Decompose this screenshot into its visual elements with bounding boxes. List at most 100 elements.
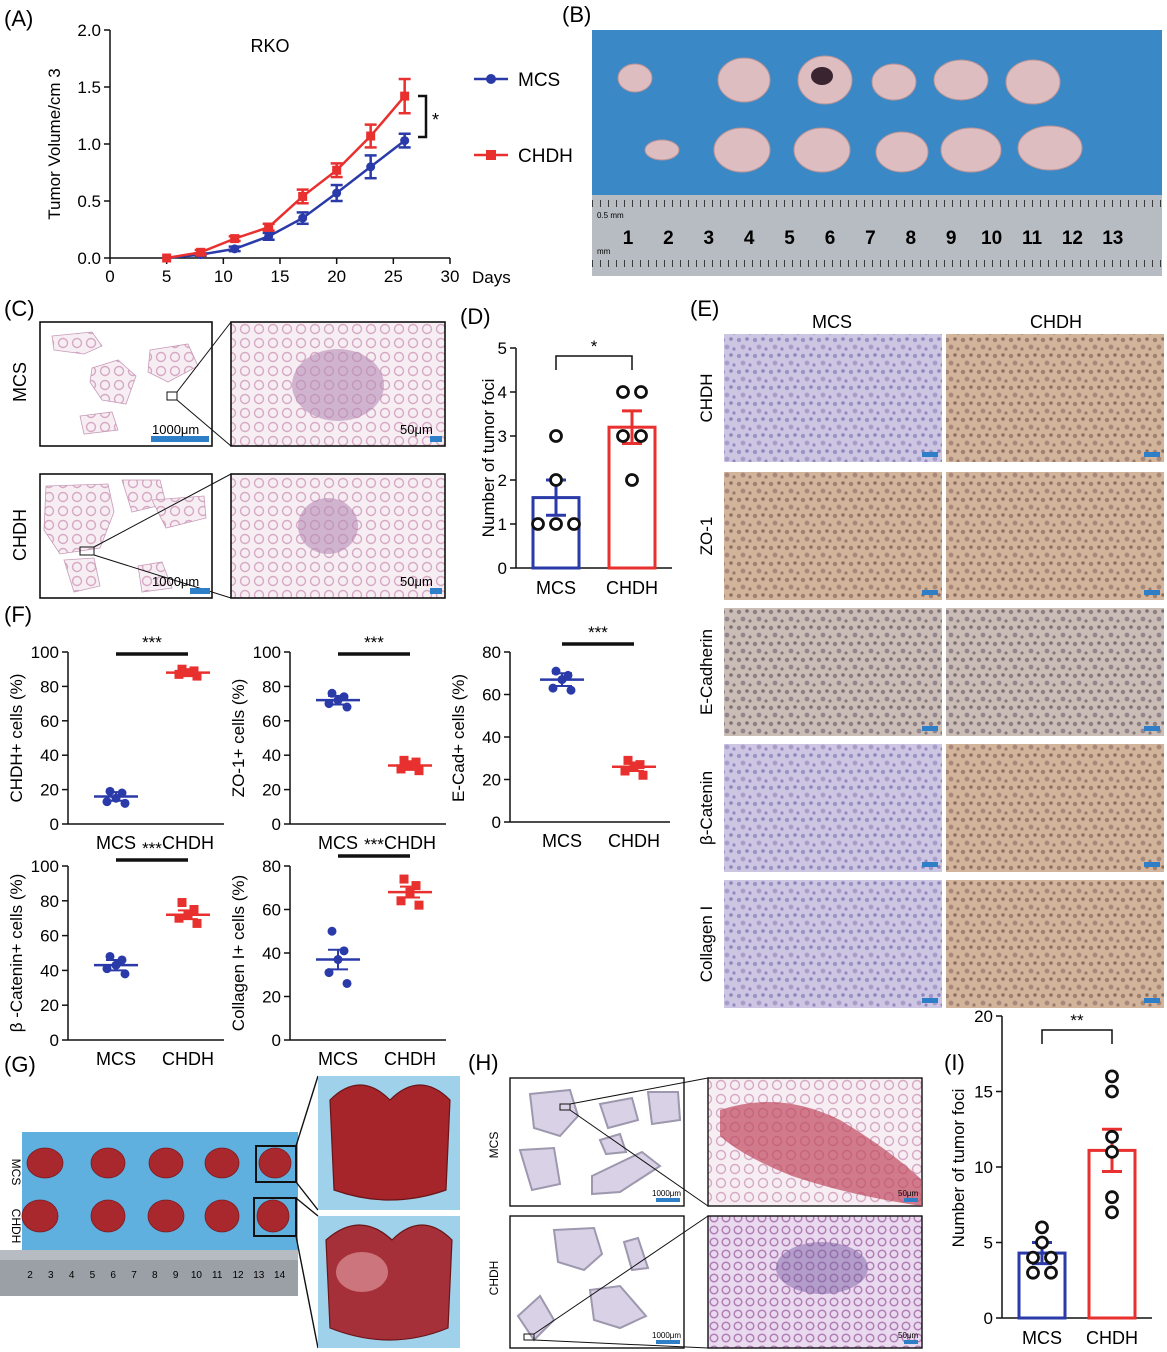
x-category-label: CHDH [384, 1049, 436, 1069]
scale-bar-label: 1000μm [652, 1189, 681, 1198]
y-tick-label: 60 [262, 901, 281, 920]
x-category-label: MCS [318, 1049, 358, 1069]
significance-label: * [591, 337, 598, 356]
scale-bar [922, 862, 938, 867]
x-tick-label: 0 [105, 267, 114, 286]
ruler-number: 14 [274, 1270, 286, 1281]
tumor-foci-bar-chart-i: 0 5 10 15 20 Number of tumor foci MCS CHDH ** [949, 1007, 1152, 1348]
y-tick-label: 20 [262, 781, 281, 800]
x-category-label: MCS [542, 831, 582, 851]
data-point-mcs [566, 685, 576, 695]
data-point [1105, 1129, 1119, 1144]
y-axis-label: Tumor Volume/cm 3 [45, 68, 64, 219]
data-point-chdh [623, 755, 633, 765]
data-point-mcs [339, 946, 349, 956]
data-point [1035, 1235, 1049, 1250]
ruler-number: 12 [1062, 228, 1083, 249]
y-tick-label: 5 [984, 1234, 993, 1253]
data-point-mcs [230, 244, 240, 254]
panel-label-f: (F) [4, 602, 32, 627]
scale-bar [1144, 862, 1160, 867]
x-category-label: MCS [96, 1049, 136, 1069]
chdh-cells-scatter: 0 20 40 60 80 100 CHDH+ cells (%) MCS CHDH *** [7, 633, 224, 853]
data-point-mcs [324, 699, 334, 709]
ihc-row-labels: CHDH ZO-1 E-Cadherin β-Catenin Collagen I [697, 373, 716, 982]
data-point [625, 473, 639, 487]
data-point-mcs [557, 675, 567, 685]
data-point-chdh [414, 766, 424, 776]
bar-chdh [1087, 1148, 1137, 1320]
row-label: β-Catenin [697, 771, 716, 845]
scale-bar-label: 50μm [400, 422, 433, 437]
legend-marker-mcs [486, 74, 496, 84]
data-point-mcs [111, 960, 121, 970]
data-point-chdh [405, 761, 415, 771]
x-category-label: MCS [1022, 1328, 1062, 1348]
scale-bar-label: 50μm [898, 1189, 919, 1198]
y-tick-label: 4 [498, 383, 507, 402]
ruler-number: 12 [232, 1270, 244, 1281]
significance-label: ** [1070, 1011, 1084, 1030]
data-point [549, 473, 563, 487]
legend-marker-chdh [486, 150, 496, 160]
significance-label: *** [364, 835, 384, 854]
data-point-mcs [111, 793, 121, 803]
y-tick-label: 80 [40, 892, 59, 911]
data-point-mcs [332, 188, 342, 198]
scale-bar [1144, 998, 1160, 1003]
data-point-chdh [629, 762, 639, 772]
ruler-unit-bottom: mm [597, 247, 611, 256]
data-point [1026, 1265, 1040, 1280]
x-tick-label: 15 [271, 267, 290, 286]
row-label-mcs: MCS [9, 1159, 23, 1186]
data-point-chdh [400, 91, 410, 101]
row-label: ZO-1 [697, 517, 716, 556]
data-point [1044, 1250, 1058, 1265]
ruler-number: 10 [191, 1270, 203, 1281]
y-tick-label: 1.0 [77, 135, 101, 154]
ihc-image-tile [946, 334, 1164, 462]
ruler-number: 9 [173, 1270, 179, 1281]
ihc-image-tile [724, 880, 942, 1008]
ruler-number: 3 [704, 228, 715, 249]
data-point-mcs [105, 786, 115, 796]
data-point-mcs [120, 798, 130, 808]
y-tick-label: 40 [40, 961, 59, 980]
data-point [1044, 1265, 1058, 1280]
data-point-mcs [327, 926, 337, 936]
x-axis-label: Days [472, 268, 511, 287]
scale-bar [1144, 590, 1160, 595]
y-tick-label: 1.5 [77, 78, 101, 97]
scale-bar-label: 50μm [898, 1331, 919, 1340]
data-point-chdh [189, 905, 199, 914]
significance-label: * [432, 110, 439, 130]
row-label: E-Cadherin [697, 629, 716, 715]
significance-bracket [1041, 1029, 1113, 1044]
y-tick-label: 100 [253, 643, 281, 662]
data-point-chdh [298, 191, 308, 201]
chart-title: RKO [250, 36, 289, 56]
y-tick-label: 60 [40, 927, 59, 946]
y-tick-label: 0 [50, 1031, 59, 1050]
data-point [1105, 1145, 1119, 1159]
y-tick-label: 10 [974, 1158, 993, 1177]
data-point-chdh [192, 671, 202, 681]
row-label-mcs: MCS [10, 362, 30, 402]
y-tick-label: 20 [40, 781, 59, 800]
data-point [616, 385, 630, 399]
panel-label-a: (A) [4, 6, 33, 31]
y-tick-label: 80 [482, 643, 501, 662]
data-point-chdh [183, 668, 193, 678]
row-label-mcs: MCS [487, 1132, 501, 1159]
data-point [549, 517, 563, 531]
ihc-image-tile [946, 880, 1164, 1008]
y-tick-label: 2 [498, 471, 507, 490]
y-tick-label: 1 [498, 515, 507, 534]
data-point-chdh [162, 253, 172, 263]
ruler-numbers: 1 2 3 4 5 6 7 8 9 10 11 12 13 [623, 228, 1124, 249]
y-tick-label: 40 [482, 728, 501, 747]
significance-label: *** [142, 633, 162, 652]
significance-bracket [555, 355, 633, 370]
ruler-number: 6 [825, 228, 836, 249]
